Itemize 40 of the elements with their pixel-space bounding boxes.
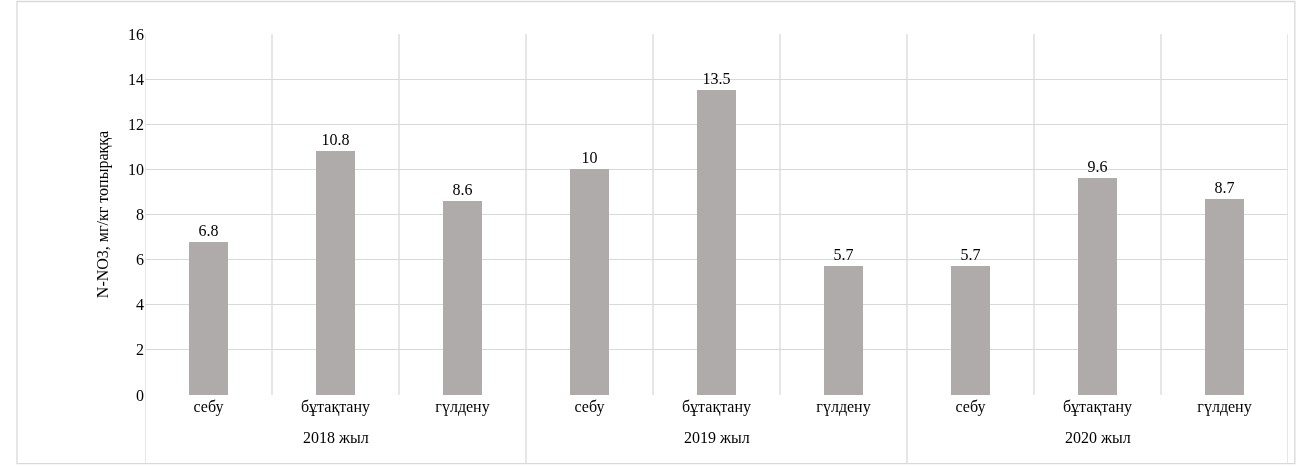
text: 2020 жыл (1065, 429, 1131, 446)
bar (189, 242, 228, 395)
y-tick-label: 2 (136, 341, 144, 359)
y-tick-label: 14 (128, 70, 144, 88)
x-tick-label: бұтақтану (1062, 398, 1133, 416)
y-tick-label: 16 (128, 25, 144, 43)
x-tick-label: бұтақтану (300, 398, 371, 416)
bar (316, 151, 355, 395)
text: 2019 жыл (684, 429, 750, 446)
y-axis-title: N-NO3, мг/кг топыраққа (93, 130, 112, 299)
x-tick-label: гүлдену (435, 398, 490, 416)
bar (1205, 199, 1244, 395)
bar (951, 266, 990, 395)
bar (697, 90, 736, 395)
x-tick-label: себу (574, 398, 605, 416)
data-label: 6.8 (198, 222, 219, 239)
data-label: 8.7 (1214, 179, 1235, 196)
x-tick-label: себу (955, 398, 986, 416)
x-tick-label: себу (193, 398, 224, 416)
data-label: 8.6 (452, 181, 473, 198)
x-tick-label: гүлдену (1197, 398, 1252, 416)
data-label: 10.8 (321, 131, 350, 148)
x-tick-label: гүлдену (816, 398, 871, 416)
y-tick-label: 10 (128, 160, 144, 178)
y-tick-label: 4 (136, 296, 144, 314)
y-tick-label: 6 (136, 251, 144, 269)
data-label: 5.7 (960, 246, 981, 263)
bar (1078, 178, 1117, 395)
bar (824, 266, 863, 395)
y-tick-label: 12 (128, 115, 144, 133)
data-label: 13.5 (702, 70, 731, 87)
bar (443, 201, 482, 395)
data-label: 9.6 (1087, 158, 1108, 175)
x-tick-label: бұтақтану (681, 398, 752, 416)
y-tick-label: 0 (136, 386, 144, 404)
data-label: 5.7 (833, 246, 854, 263)
data-label: 10 (581, 149, 598, 166)
text: 2018 жыл (303, 429, 369, 446)
bar (570, 169, 609, 395)
y-tick-label: 8 (136, 206, 144, 224)
